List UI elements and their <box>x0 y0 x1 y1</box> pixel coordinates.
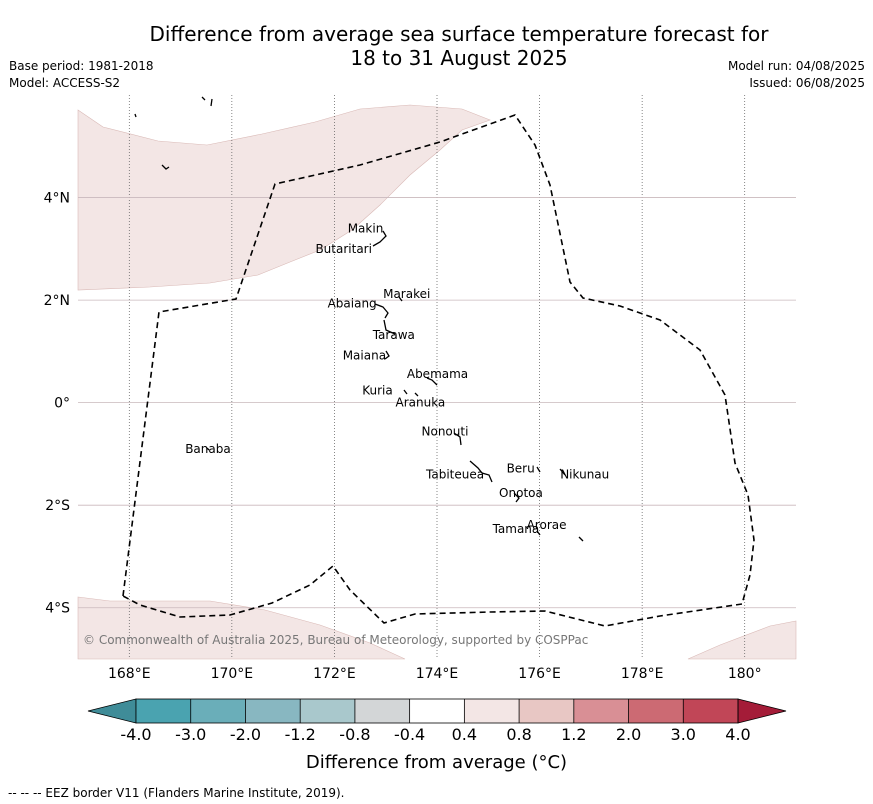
island-tabiteuea <box>469 460 493 483</box>
colorbar-tick-label: -2.0 <box>230 725 261 744</box>
colorbar-segment <box>136 699 191 723</box>
island-nauru-north <box>201 96 213 107</box>
colorbar-segment <box>190 699 246 723</box>
place-label: Arorae <box>527 518 567 532</box>
model-name: Model: ACCESS-S2 <box>9 76 121 90</box>
latitude-tick-labels: 4°N 2°N 0° 2°S 4°S <box>44 191 71 617</box>
lat-tick-label: 2°N <box>44 293 70 309</box>
colorbar-tick-label: 0.8 <box>506 725 531 744</box>
issued-date: Issued: 06/08/2025 <box>749 76 865 90</box>
colorbar-outline <box>135 698 739 724</box>
colorbar-tick-label: -4.0 <box>120 725 151 744</box>
island-abemama <box>426 377 438 386</box>
island-tamana <box>536 530 541 536</box>
map-panel: Makin Butaritari Marakei Abaiang Tarawa Maian… <box>44 95 797 682</box>
lon-tick-label: 176°E <box>518 666 561 682</box>
island-tarawa <box>383 319 396 335</box>
island-arorae <box>578 536 584 542</box>
island-onotoa <box>513 492 520 503</box>
place-label: Banaba <box>185 442 231 456</box>
colorbar-tick-label: 3.0 <box>671 725 696 744</box>
place-label: Beru <box>507 461 535 475</box>
island-nikunau <box>559 468 566 476</box>
eez-footer-note: -- -- -- EEZ border V11 (Flanders Marine… <box>8 786 345 800</box>
place-label: Tabiteuea <box>425 467 484 481</box>
colorbar-tick-label: -0.4 <box>394 725 425 744</box>
colorbar-title: Difference from average (°C) <box>305 752 568 773</box>
colorbar-tick-label: 2.0 <box>616 725 641 744</box>
island-kuria <box>403 389 419 397</box>
meta-left: Base period: 1981-2018 Model: ACCESS-S2 <box>9 58 154 92</box>
lon-tick-label: 172°E <box>313 666 356 682</box>
lat-tick-label: 4°N <box>44 191 70 207</box>
island-beru <box>536 466 541 473</box>
place-label: Aranuka <box>395 396 445 410</box>
colorbar <box>87 698 787 724</box>
colorbar-segment <box>245 699 301 723</box>
island-makin <box>372 230 387 247</box>
colorbar-segment <box>300 699 355 723</box>
title-line-2: 18 to 31 August 2025 <box>350 46 568 70</box>
place-label: Makin <box>348 222 384 236</box>
colorbar-tick-label: -0.8 <box>339 725 370 744</box>
place-labels: Makin Butaritari Marakei Abaiang Tarawa Maian… <box>185 222 609 536</box>
place-label: Tarawa <box>372 328 415 342</box>
colorbar-segment <box>683 699 738 723</box>
place-label: Kuria <box>362 383 393 397</box>
copyright-notice: © Commonwealth of Australia 2025, Bureau… <box>83 633 588 647</box>
longitude-tick-labels: 168°E 170°E 172°E 174°E 176°E 178°E 180° <box>108 666 762 682</box>
island-small-nw <box>134 113 170 170</box>
place-label: Maiana <box>343 348 386 362</box>
colorbar-segment <box>628 699 684 723</box>
colorbar-segment <box>354 699 410 723</box>
island-maiana <box>384 350 390 360</box>
place-label: Butaritari <box>315 242 372 256</box>
gridlines <box>78 95 796 659</box>
colorbar-extend-low <box>87 698 137 724</box>
island-nonouti <box>453 432 462 446</box>
colorbar-tick-label: -3.0 <box>175 725 206 744</box>
colorbar-extend-high <box>737 698 787 724</box>
eez-border <box>122 114 755 627</box>
island-marakei <box>398 296 403 302</box>
place-label: Nonouti <box>422 425 469 439</box>
island-abaiang <box>374 303 389 319</box>
title-line-1: Difference from average sea surface temp… <box>149 22 769 46</box>
lat-tick-label: 2°S <box>45 498 70 514</box>
meta-right: Model run: 04/08/2025 Issued: 06/08/2025 <box>728 58 865 92</box>
colorbar-segment <box>409 699 465 723</box>
lon-tick-label: 170°E <box>211 666 254 682</box>
model-run: Model run: 04/08/2025 <box>727 59 865 73</box>
anomaly-area-southeast <box>687 620 797 660</box>
colorbar-segment <box>464 699 520 723</box>
base-period: Base period: 1981-2018 <box>9 59 154 73</box>
islands <box>134 96 584 542</box>
lon-tick-label: 178°E <box>621 666 664 682</box>
colorbar-tick-label: -1.2 <box>285 725 316 744</box>
island-banaba <box>206 447 210 451</box>
anomaly-area-southwest <box>77 596 406 660</box>
colorbar-tick-label: 4.0 <box>725 725 750 744</box>
place-label: Tamana <box>492 522 540 536</box>
colorbar-tick-label: 1.2 <box>561 725 586 744</box>
place-label: Nikunau <box>560 467 609 481</box>
chart-title: Difference from average sea surface temp… <box>0 22 873 70</box>
colorbar-tick-label: 0.4 <box>452 725 477 744</box>
lat-tick-label: 4°S <box>45 601 70 617</box>
colorbar-segment <box>573 699 629 723</box>
place-label: Onotoa <box>499 486 543 500</box>
lat-tick-label: 0° <box>54 396 70 412</box>
lon-tick-label: 174°E <box>416 666 459 682</box>
place-label: Abemama <box>407 367 468 381</box>
colorbar-segment <box>519 699 574 723</box>
place-label: Abaiang <box>328 296 377 310</box>
lon-tick-label: 180° <box>728 666 762 682</box>
lon-tick-label: 168°E <box>108 666 151 682</box>
place-label: Marakei <box>383 287 430 301</box>
colorbar-tick-labels: -4.0 -3.0 -2.0 -1.2 -0.8 -0.4 0.4 0.8 1.2 2.0 3.0 4… <box>120 725 750 744</box>
